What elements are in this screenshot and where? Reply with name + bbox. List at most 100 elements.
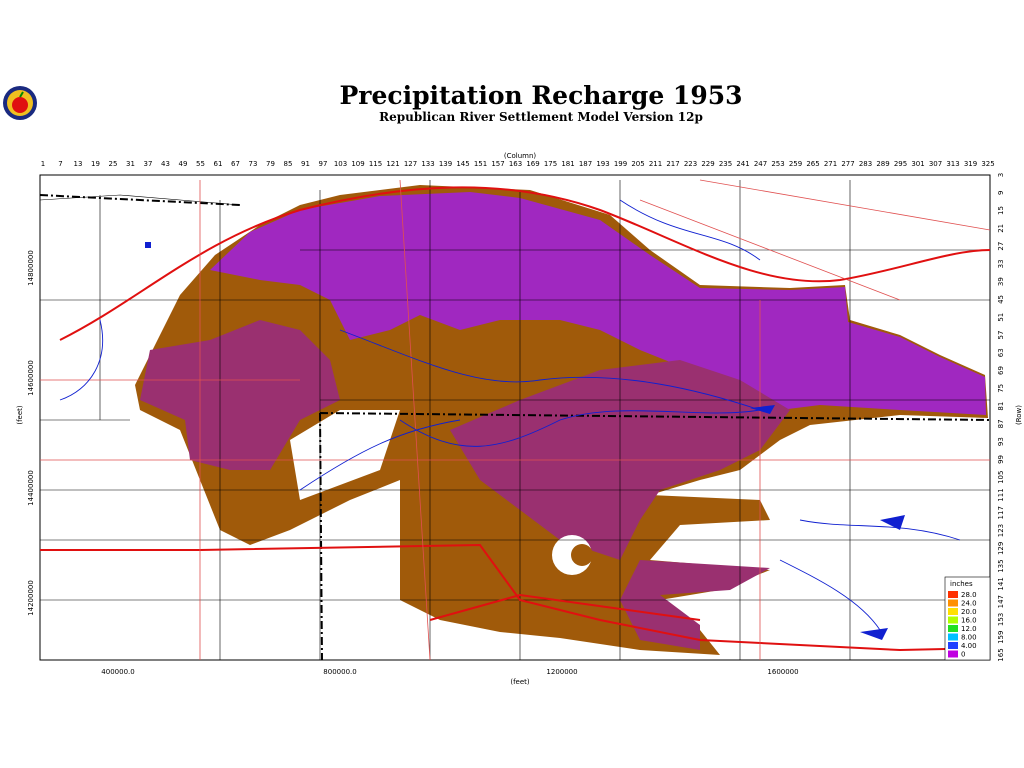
x-tick-label: 1600000 [767,668,798,676]
column-tick-label: 175 [544,160,557,168]
row-tick-label: 153 [997,613,1005,626]
x-tick-label: 1200000 [546,668,577,676]
column-tick-label: 151 [474,160,487,168]
row-tick-label: 39 [997,277,1005,286]
legend-swatch [948,616,958,624]
row-tick-label: 75 [997,384,1005,393]
column-tick-label: 199 [614,160,627,168]
column-tick-label: 61 [214,160,223,168]
column-tick-label: 55 [196,160,205,168]
legend-swatch [948,599,958,607]
legend-swatch [948,608,958,615]
legend-label: 16.0 [961,617,977,625]
column-tick-label: 127 [404,160,417,168]
legend-label: 28.0 [961,591,977,599]
row-tick-label: 147 [997,595,1005,608]
x-axis-label: (feet) [510,678,530,686]
column-tick-label: 25 [109,160,118,168]
row-tick-label: 57 [997,331,1005,340]
row-tick-label: 99 [997,455,1005,464]
column-tick-label: 1 [41,160,45,168]
row-tick-label: 3 [997,173,1005,177]
row-tick-label: 111 [997,488,1005,501]
title: Precipitation Recharge 1953 [339,81,742,110]
legend-swatch [948,642,958,649]
column-tick-label: 7 [58,160,62,168]
row-tick-label: 129 [997,542,1005,555]
y-tick-label: 14800000 [27,250,35,286]
legend-title: inches [950,580,973,588]
row-tick-label: 135 [997,559,1005,572]
row-tick-label: 21 [997,224,1005,233]
legend-label: 20.0 [961,608,977,616]
map [39,174,991,661]
legend-label: 12.0 [961,625,977,633]
legend-label: 8.00 [961,634,977,642]
column-tick-label: 181 [561,160,574,168]
column-tick-label: 163 [509,160,522,168]
y-tick-label: 14400000 [27,470,35,506]
row-tick-label: 9 [997,191,1005,195]
column-tick-label: 67 [231,160,240,168]
column-tick-label: 187 [579,160,592,168]
column-tick-label: 313 [946,160,959,168]
column-tick-label: 295 [894,160,907,168]
column-tick-label: 271 [824,160,837,168]
column-tick-label: 145 [456,160,469,168]
column-tick-label: 91 [301,160,310,168]
logo [3,86,37,120]
x-tick-label: 400000.0 [101,668,134,676]
column-tick-label: 103 [334,160,347,168]
column-tick-label: 289 [876,160,889,168]
legend-swatch [948,591,958,598]
legend-label: 4.00 [961,642,977,650]
column-tick-label: 283 [859,160,872,168]
row-tick-label: 33 [997,259,1005,268]
row-tick-label: 81 [997,402,1005,411]
legend-swatch [948,650,958,658]
column-tick-label: 31 [126,160,135,168]
legend-label: 0 [961,651,965,659]
row-tick-label: 15 [997,206,1005,215]
row-tick-label: 69 [997,366,1005,375]
column-tick-label: 241 [736,160,749,168]
column-tick-label: 37 [144,160,153,168]
column-tick-label: 97 [319,160,328,168]
row-tick-label: 63 [997,348,1005,357]
column-tick-label: 211 [649,160,662,168]
column-tick-label: 49 [179,160,188,168]
column-tick-label: 217 [666,160,679,168]
row-tick-label: 141 [997,577,1005,590]
column-tick-label: 229 [701,160,714,168]
y-axis-label: (feet) [16,405,24,425]
row-tick-label: 105 [997,471,1005,484]
column-tick-label: 223 [684,160,697,168]
legend-label: 24.0 [961,600,977,608]
column-tick-label: 235 [719,160,732,168]
row-tick-label: 117 [997,506,1005,519]
column-tick-label: 205 [631,160,644,168]
y-tick-label: 14200000 [27,580,35,616]
row-label: (Row) [1015,405,1023,425]
column-tick-label: 85 [284,160,293,168]
x-tick-label: 800000.0 [323,668,356,676]
column-tick-label: 277 [841,160,854,168]
row-tick-label: 51 [997,313,1005,322]
column-tick-label: 301 [911,160,924,168]
column-tick-label: 121 [386,160,399,168]
column-tick-label: 259 [789,160,802,168]
column-tick-label: 79 [266,160,275,168]
row-tick-label: 93 [997,437,1005,446]
column-tick-label: 169 [526,160,539,168]
column-tick-label: 115 [369,160,382,168]
column-tick-label: 73 [249,160,258,168]
column-tick-label: 307 [929,160,942,168]
row-tick-label: 45 [997,295,1005,304]
column-tick-label: 139 [439,160,452,168]
row-tick-label: 87 [997,419,1005,428]
legend-swatch [948,633,958,641]
column-tick-label: 109 [351,160,364,168]
column-tick-label: 43 [161,160,170,168]
column-tick-label: 193 [596,160,609,168]
